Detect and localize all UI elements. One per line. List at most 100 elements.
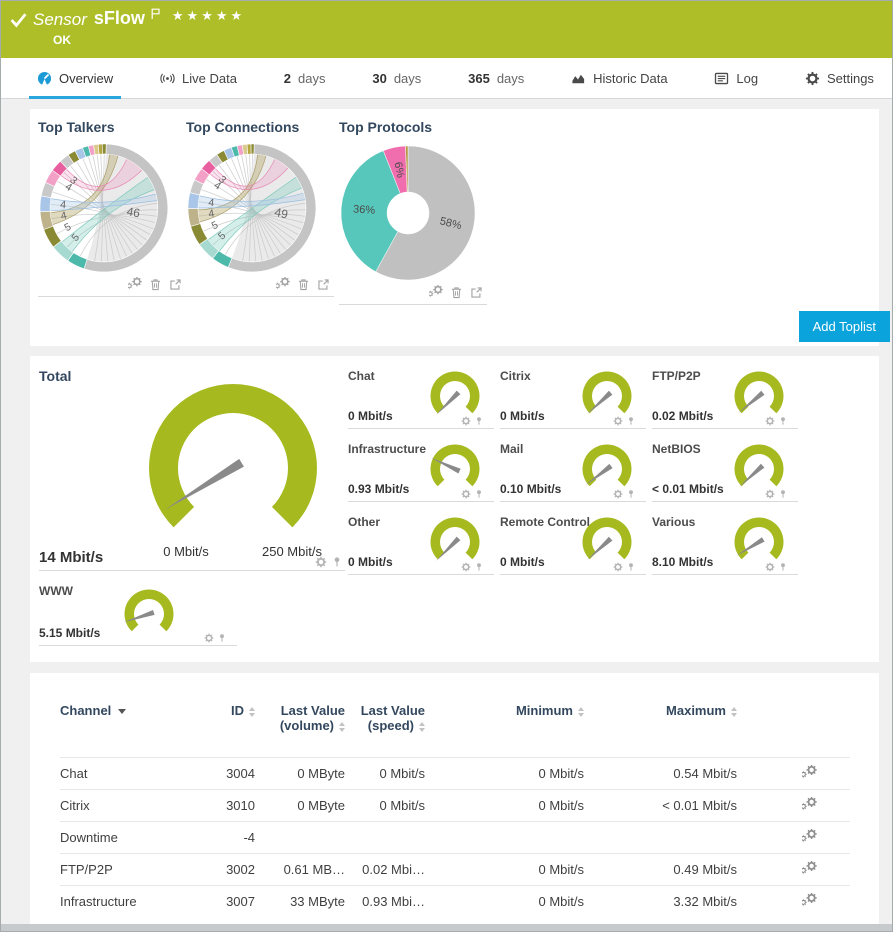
chord-label: 4 [63,181,74,194]
gauge-min-label: 0 Mbit/s [163,544,209,559]
row-settings-icon[interactable] [800,860,817,876]
gauge-settings-icon[interactable] [765,416,775,426]
tab-label: days [393,70,422,86]
column-header-id[interactable]: ID [195,703,255,758]
gauge-pin-icon[interactable] [474,489,484,499]
tab-365-days[interactable]: 365 days [460,58,532,98]
gauge-settings-icon[interactable] [461,489,471,499]
row-settings-cell [737,885,850,918]
gauge-settings-icon[interactable] [613,416,623,426]
row-settings-icon[interactable] [800,892,817,908]
sort-desc-icon [118,709,127,715]
toplist-title: Top Talkers [38,119,115,135]
cell-maximum [584,821,737,854]
column-header-channel[interactable]: Channel [60,703,195,758]
table-row-downtime: Downtime -4 [60,821,850,854]
gauge-settings-icon[interactable] [765,562,775,572]
chord-label: 5 [62,221,73,234]
column-header-last-value-speed[interactable]: Last Value (speed) [345,703,425,758]
column-header-label: Channel [60,703,195,718]
tab-30-days[interactable]: 30 days [364,58,429,98]
gauge-total-value: 14 Mbit/s [39,549,104,566]
gauge-channel-value: 8.10 Mbit/s [652,555,714,569]
gauge-settings-icon[interactable] [765,489,775,499]
column-header-label: (speed) [345,718,425,733]
channel-gauge-chart [428,516,482,564]
gauge-actions [204,633,227,643]
add-toplist-button[interactable]: Add Toplist [798,311,890,342]
flag-icon[interactable] [151,8,163,20]
cell-last-value-volume: 0 MByte [255,789,345,822]
sort-both-icon [731,706,737,717]
gauge-total: Total 0 Mbit/s 250 Mbit/s 14 Mbit/s [39,368,345,571]
toplists-card: Add Toplist Top Talkers 46 5 5 4 4 4 3 Top Conne… [30,109,890,346]
toplist-panel-top-protocols: Top Protocols 58% 36% 6% [339,119,487,305]
cell-id: -4 [195,821,255,854]
gauge-icon [37,71,52,86]
gauge-actions [613,489,636,499]
cell-id: 3007 [195,885,255,918]
column-header-minimum[interactable]: Minimum [425,703,584,758]
toplist-delete-icon[interactable] [297,278,310,291]
tab-overview[interactable]: Overview [29,58,122,99]
table-header-row: Channel ID Last Value (volume) Last Value (sp… [60,703,850,758]
toplist-delete-icon[interactable] [450,286,463,299]
tab-log[interactable]: Log [706,58,766,98]
top-protocols-chart[interactable]: 58% 36% 6% [339,142,487,282]
column-header-last-value-volume[interactable]: Last Value (volume) [255,703,345,758]
toplist-open-icon[interactable] [169,278,182,291]
gauge-pin-icon[interactable] [217,633,227,643]
column-header-label: Maximum [584,703,737,718]
gauge-pin-icon[interactable] [778,416,788,426]
gauge-channel-value: 0.10 Mbit/s [500,482,562,496]
tab-2-days[interactable]: 2 days [276,58,334,98]
gauge-channel-name: Citrix [500,369,531,383]
gauge-settings-icon[interactable] [315,556,327,568]
gauge-pin-icon[interactable] [626,489,636,499]
gauge-channel-name: FTP/P2P [652,369,701,383]
top-talkers-chart[interactable]: 46 5 5 4 4 4 3 [38,142,186,274]
gauge-pin-icon[interactable] [474,562,484,572]
toplist-settings-icon[interactable] [274,276,290,291]
tab-settings[interactable]: Settings [797,58,882,98]
gauge-pin-icon[interactable] [778,489,788,499]
gauge-pin-icon[interactable] [626,416,636,426]
gauges-card: Total 0 Mbit/s 250 Mbit/s 14 Mbit/s Chat… [30,356,879,662]
cell-last-value-speed: 0 Mbit/s [345,757,425,790]
table-row-infrastructure: Infrastructure 3007 33 MByte 0.93 Mbi… 0 Mbi… [60,885,850,918]
toplist-settings-icon[interactable] [427,284,443,299]
toplist-settings-icon[interactable] [126,276,142,291]
gauge-pin-icon[interactable] [626,562,636,572]
gauge-settings-icon[interactable] [461,562,471,572]
toplist-open-icon[interactable] [470,286,483,299]
gauge-settings-icon[interactable] [613,489,623,499]
row-settings-cell [737,757,850,790]
toplist-open-icon[interactable] [317,278,330,291]
cell-minimum: 0 Mbit/s [425,853,584,886]
row-settings-icon[interactable] [800,796,817,812]
tab-historic-data[interactable]: Historic Data [563,58,675,98]
row-settings-icon[interactable] [800,764,817,780]
priority-stars[interactable]: ★★★★★ [171,8,246,23]
sort-both-icon [339,721,345,732]
row-settings-cell [737,853,850,886]
row-settings-icon[interactable] [800,828,817,844]
tab-live-data[interactable]: Live Data [152,58,245,98]
gauge-settings-icon[interactable] [461,416,471,426]
ok-check-icon [10,11,27,28]
gauge-settings-icon[interactable] [204,633,214,643]
gauge-settings-icon[interactable] [613,562,623,572]
gauge-pin-icon[interactable] [778,562,788,572]
gauge-remote-control: Remote Control 0 Mbit/s [500,515,646,575]
gear-icon [805,71,820,86]
top-connections-chart[interactable]: 49 5 5 4 4 4 3 [186,142,334,274]
column-header-settings [737,703,850,758]
column-header-maximum[interactable]: Maximum [584,703,737,758]
toplist-delete-icon[interactable] [149,278,162,291]
gauge-citrix: Citrix 0 Mbit/s [500,369,646,429]
gauge-pin-icon[interactable] [474,416,484,426]
gauge-pin-icon[interactable] [331,556,343,568]
tab-number: 365 [468,70,490,86]
sensor-title: Sensor sFlow ★★★★★ [33,8,245,30]
horizontal-scrollbar[interactable] [1,924,892,931]
